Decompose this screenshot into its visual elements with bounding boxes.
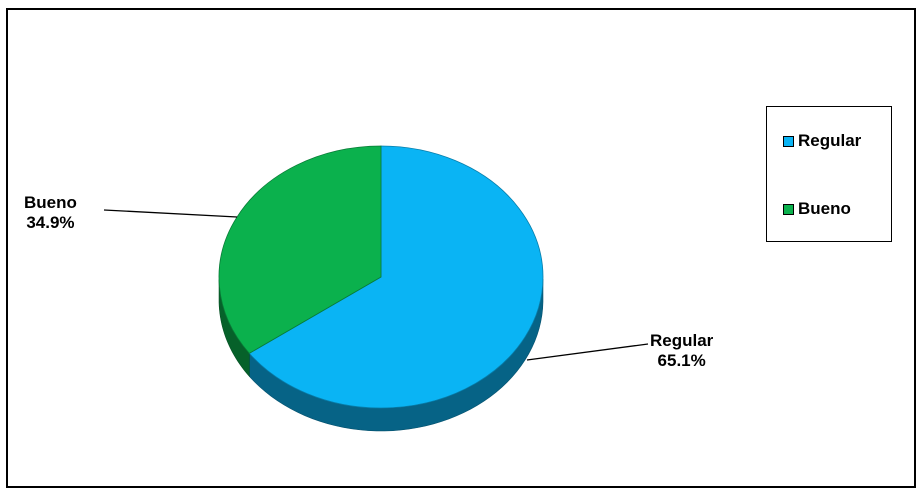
legend-swatch-regular — [783, 135, 794, 147]
data-label-bueno-value: 34.9% — [26, 213, 75, 232]
data-label-bueno-name: Bueno — [24, 193, 77, 212]
data-label-regular-value: 65.1% — [657, 351, 706, 370]
data-label-regular-name: Regular — [650, 331, 714, 350]
chart-frame — [6, 8, 916, 488]
data-label-regular: Regular 65.1% — [650, 331, 713, 371]
data-label-bueno: Bueno 34.9% — [24, 193, 77, 233]
legend-swatch-bueno — [783, 203, 794, 215]
legend: Regular Bueno — [766, 106, 892, 242]
legend-item-bueno: Bueno — [783, 199, 851, 219]
legend-item-regular: Regular — [783, 131, 861, 151]
legend-label-bueno: Bueno — [798, 199, 851, 218]
legend-label-regular: Regular — [798, 131, 862, 150]
